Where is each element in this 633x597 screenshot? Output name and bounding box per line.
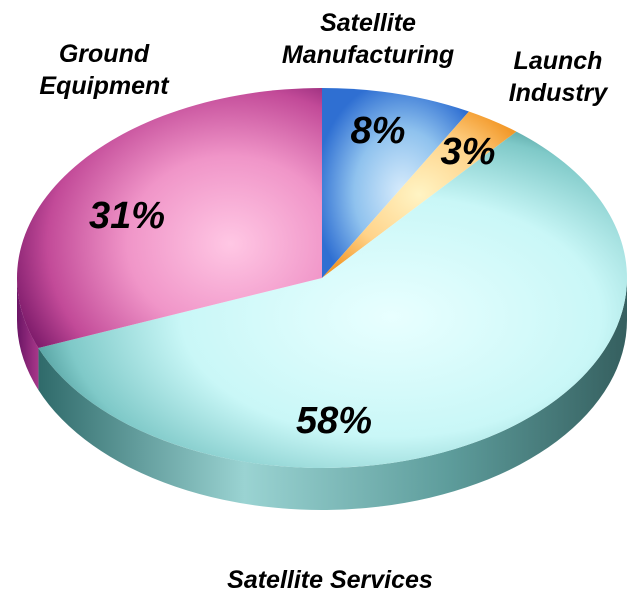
category-label-satellite-services: Satellite Services	[227, 566, 433, 594]
pie-slice-launch-industry	[322, 111, 517, 278]
category-label-satellite-manufacturing: Satellite Manufacturing	[282, 9, 454, 69]
pie-root	[16, 88, 628, 511]
value-label-launch-industry: 3%	[441, 131, 496, 173]
pie-side-ground-equipment	[17, 278, 39, 390]
category-label-ground-equipment: Ground Equipment	[39, 40, 170, 100]
label-root: 8% 3% 58% 31% Satellite Manufacturing Launch In…	[39, 9, 608, 594]
value-label-ground-equipment: 31%	[89, 195, 165, 237]
pie-side-satellite-services	[38, 278, 628, 511]
pie-slice-satellite-services	[38, 131, 628, 469]
value-label-satellite-services: 58%	[296, 400, 372, 442]
category-label-launch-industry: Launch Industry	[509, 47, 609, 107]
pie-slice-ground-equipment	[16, 88, 323, 348]
value-label-satellite-manufacturing: 8%	[351, 110, 406, 152]
pie-slice-satellite-manufacturing	[322, 88, 469, 278]
